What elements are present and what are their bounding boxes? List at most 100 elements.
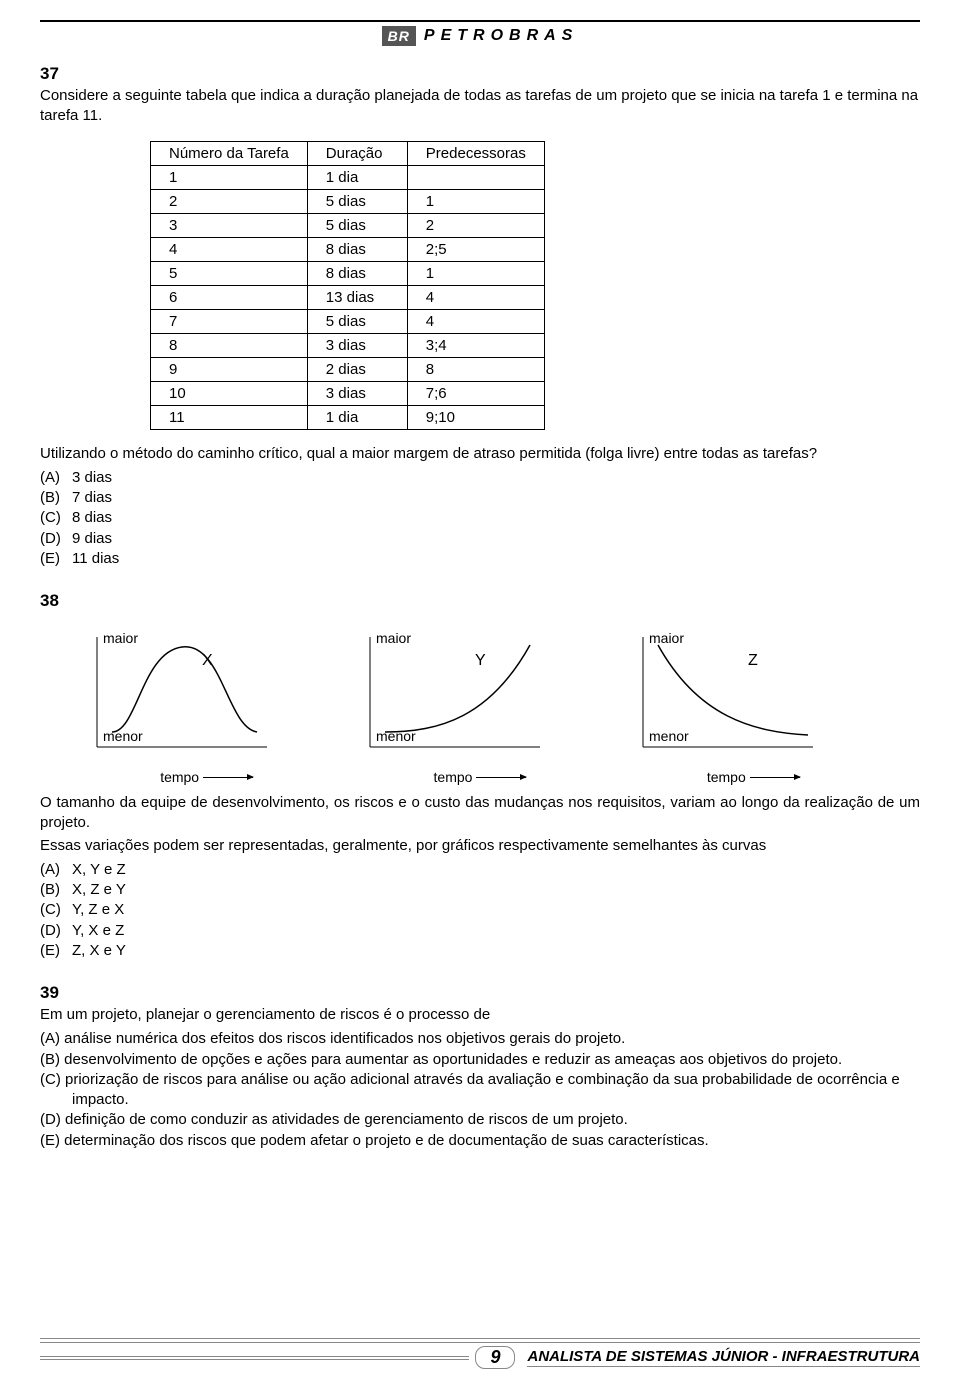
table-cell: 8 — [407, 357, 544, 381]
col-header: Número da Tarefa — [151, 141, 308, 165]
option-text: 9 dias — [72, 529, 920, 549]
option-text: Z, X e Y — [72, 941, 920, 961]
q37-options: (A)3 dias(B)7 dias(C)8 dias(D)9 dias(E)1… — [40, 468, 920, 569]
option: (D) definição de como conduzir as ativid… — [40, 1110, 920, 1130]
table-cell: 2;5 — [407, 237, 544, 261]
chart-svg: maiormenorX — [87, 627, 307, 767]
table-cell: 3 dias — [307, 333, 407, 357]
option-text: X, Y e Z — [72, 860, 920, 880]
option: (E)11 dias — [40, 549, 920, 569]
table-cell: 1 dia — [307, 165, 407, 189]
footer-rule — [40, 1338, 920, 1340]
table-cell: 3;4 — [407, 333, 544, 357]
option: (B)X, Z e Y — [40, 880, 920, 900]
table-row: 613 dias4 — [151, 285, 545, 309]
q38-para2: Essas variações podem ser representadas,… — [40, 836, 920, 856]
curve-label: X — [202, 652, 213, 669]
chart-z: maior menor Ztempo — [633, 627, 873, 785]
table-cell: 1 — [407, 261, 544, 285]
footer-rule-left — [40, 1356, 469, 1360]
arrow-icon — [203, 777, 253, 778]
table-cell: 5 — [151, 261, 308, 285]
col-header: Predecessoras — [407, 141, 544, 165]
table-cell: 4 — [407, 309, 544, 333]
table-cell: 5 dias — [307, 189, 407, 213]
option-label: (C) — [40, 508, 72, 528]
option-text: 7 dias — [72, 488, 920, 508]
option: (E) determinação dos riscos que podem af… — [40, 1131, 920, 1151]
table-cell: 9 — [151, 357, 308, 381]
table-cell: 8 dias — [307, 261, 407, 285]
table-cell: 8 — [151, 333, 308, 357]
col-header: Duração — [307, 141, 407, 165]
x-label-text: tempo — [707, 769, 746, 785]
option-label: (B) — [40, 880, 72, 900]
curve-label: Z — [748, 652, 758, 669]
table-cell: 5 dias — [307, 309, 407, 333]
table-cell: 8 dias — [307, 237, 407, 261]
table-cell: 2 dias — [307, 357, 407, 381]
option-text: X, Z e Y — [72, 880, 920, 900]
page: BR PETROBRAS 37 Considere a seguinte tab… — [0, 20, 960, 1399]
option: (D)Y, X e Z — [40, 921, 920, 941]
table-cell: 2 — [151, 189, 308, 213]
chart-svg: maior menor Z — [633, 627, 853, 767]
option: (B)7 dias — [40, 488, 920, 508]
option: (A)3 dias — [40, 468, 920, 488]
q37-text: Considere a seguinte tabela que indica a… — [40, 86, 920, 127]
q39-number: 39 — [40, 983, 920, 1003]
arrow-icon — [750, 777, 800, 778]
table-cell: 9;10 — [407, 405, 544, 429]
option: (C)Y, Z e X — [40, 900, 920, 920]
option: (B) desenvolvimento de opções e ações pa… — [40, 1050, 920, 1070]
chart-y: maiormenorYtempo — [360, 627, 600, 785]
q39-options: (A) análise numérica dos efeitos dos ris… — [40, 1029, 920, 1151]
curve-falling — [658, 645, 808, 735]
page-number: 9 — [475, 1346, 515, 1369]
option-text: 11 dias — [72, 549, 920, 569]
table-cell: 1 dia — [307, 405, 407, 429]
q39-text: Em um projeto, planejar o gerenciamento … — [40, 1005, 920, 1025]
table-cell: 11 — [151, 405, 308, 429]
option-label: (D) — [40, 921, 72, 941]
option-label: (B) — [40, 488, 72, 508]
page-footer: 9 ANALISTA DE SISTEMAS JÚNIOR - INFRAEST… — [40, 1338, 920, 1369]
q38-charts-row: maiormenorXtempomaiormenorYtempomaiormen… — [80, 627, 880, 785]
table-cell: 13 dias — [307, 285, 407, 309]
x-axis-label: tempo — [633, 769, 873, 785]
table-row: 48 dias2;5 — [151, 237, 545, 261]
option-label: (A) — [40, 860, 72, 880]
table-row: 103 dias7;6 — [151, 381, 545, 405]
option: (D)9 dias — [40, 529, 920, 549]
table-row: 58 dias1 — [151, 261, 545, 285]
footer-row: 9 ANALISTA DE SISTEMAS JÚNIOR - INFRAEST… — [40, 1346, 920, 1369]
x-label-text: tempo — [160, 769, 199, 785]
q37-number: 37 — [40, 64, 920, 84]
q37-subtext: Utilizando o método do caminho crítico, … — [40, 444, 920, 464]
y-top-label: maior — [649, 630, 684, 646]
option: (C)8 dias — [40, 508, 920, 528]
table-row: 11 dia — [151, 165, 545, 189]
table-row: 35 dias2 — [151, 213, 545, 237]
option: (A)X, Y e Z — [40, 860, 920, 880]
y-bottom-label: menor — [649, 728, 689, 744]
table-cell: 7 — [151, 309, 308, 333]
table-cell: 3 — [151, 213, 308, 237]
table-cell: 6 — [151, 285, 308, 309]
table-cell: 7;6 — [407, 381, 544, 405]
option-text: Y, Z e X — [72, 900, 920, 920]
y-top-label: maior — [376, 630, 411, 646]
table-row: 75 dias4 — [151, 309, 545, 333]
table-cell: 1 — [407, 189, 544, 213]
option-label: (C) — [40, 900, 72, 920]
x-axis-label: tempo — [360, 769, 600, 785]
logo-badge: BR — [382, 26, 416, 46]
option-text: 3 dias — [72, 468, 920, 488]
footer-rule — [40, 1342, 920, 1344]
table-cell: 2 — [407, 213, 544, 237]
table-header-row: Número da Tarefa Duração Predecessoras — [151, 141, 545, 165]
arrow-icon — [476, 777, 526, 778]
x-label-text: tempo — [434, 769, 473, 785]
table-row: 25 dias1 — [151, 189, 545, 213]
option-label: (E) — [40, 941, 72, 961]
